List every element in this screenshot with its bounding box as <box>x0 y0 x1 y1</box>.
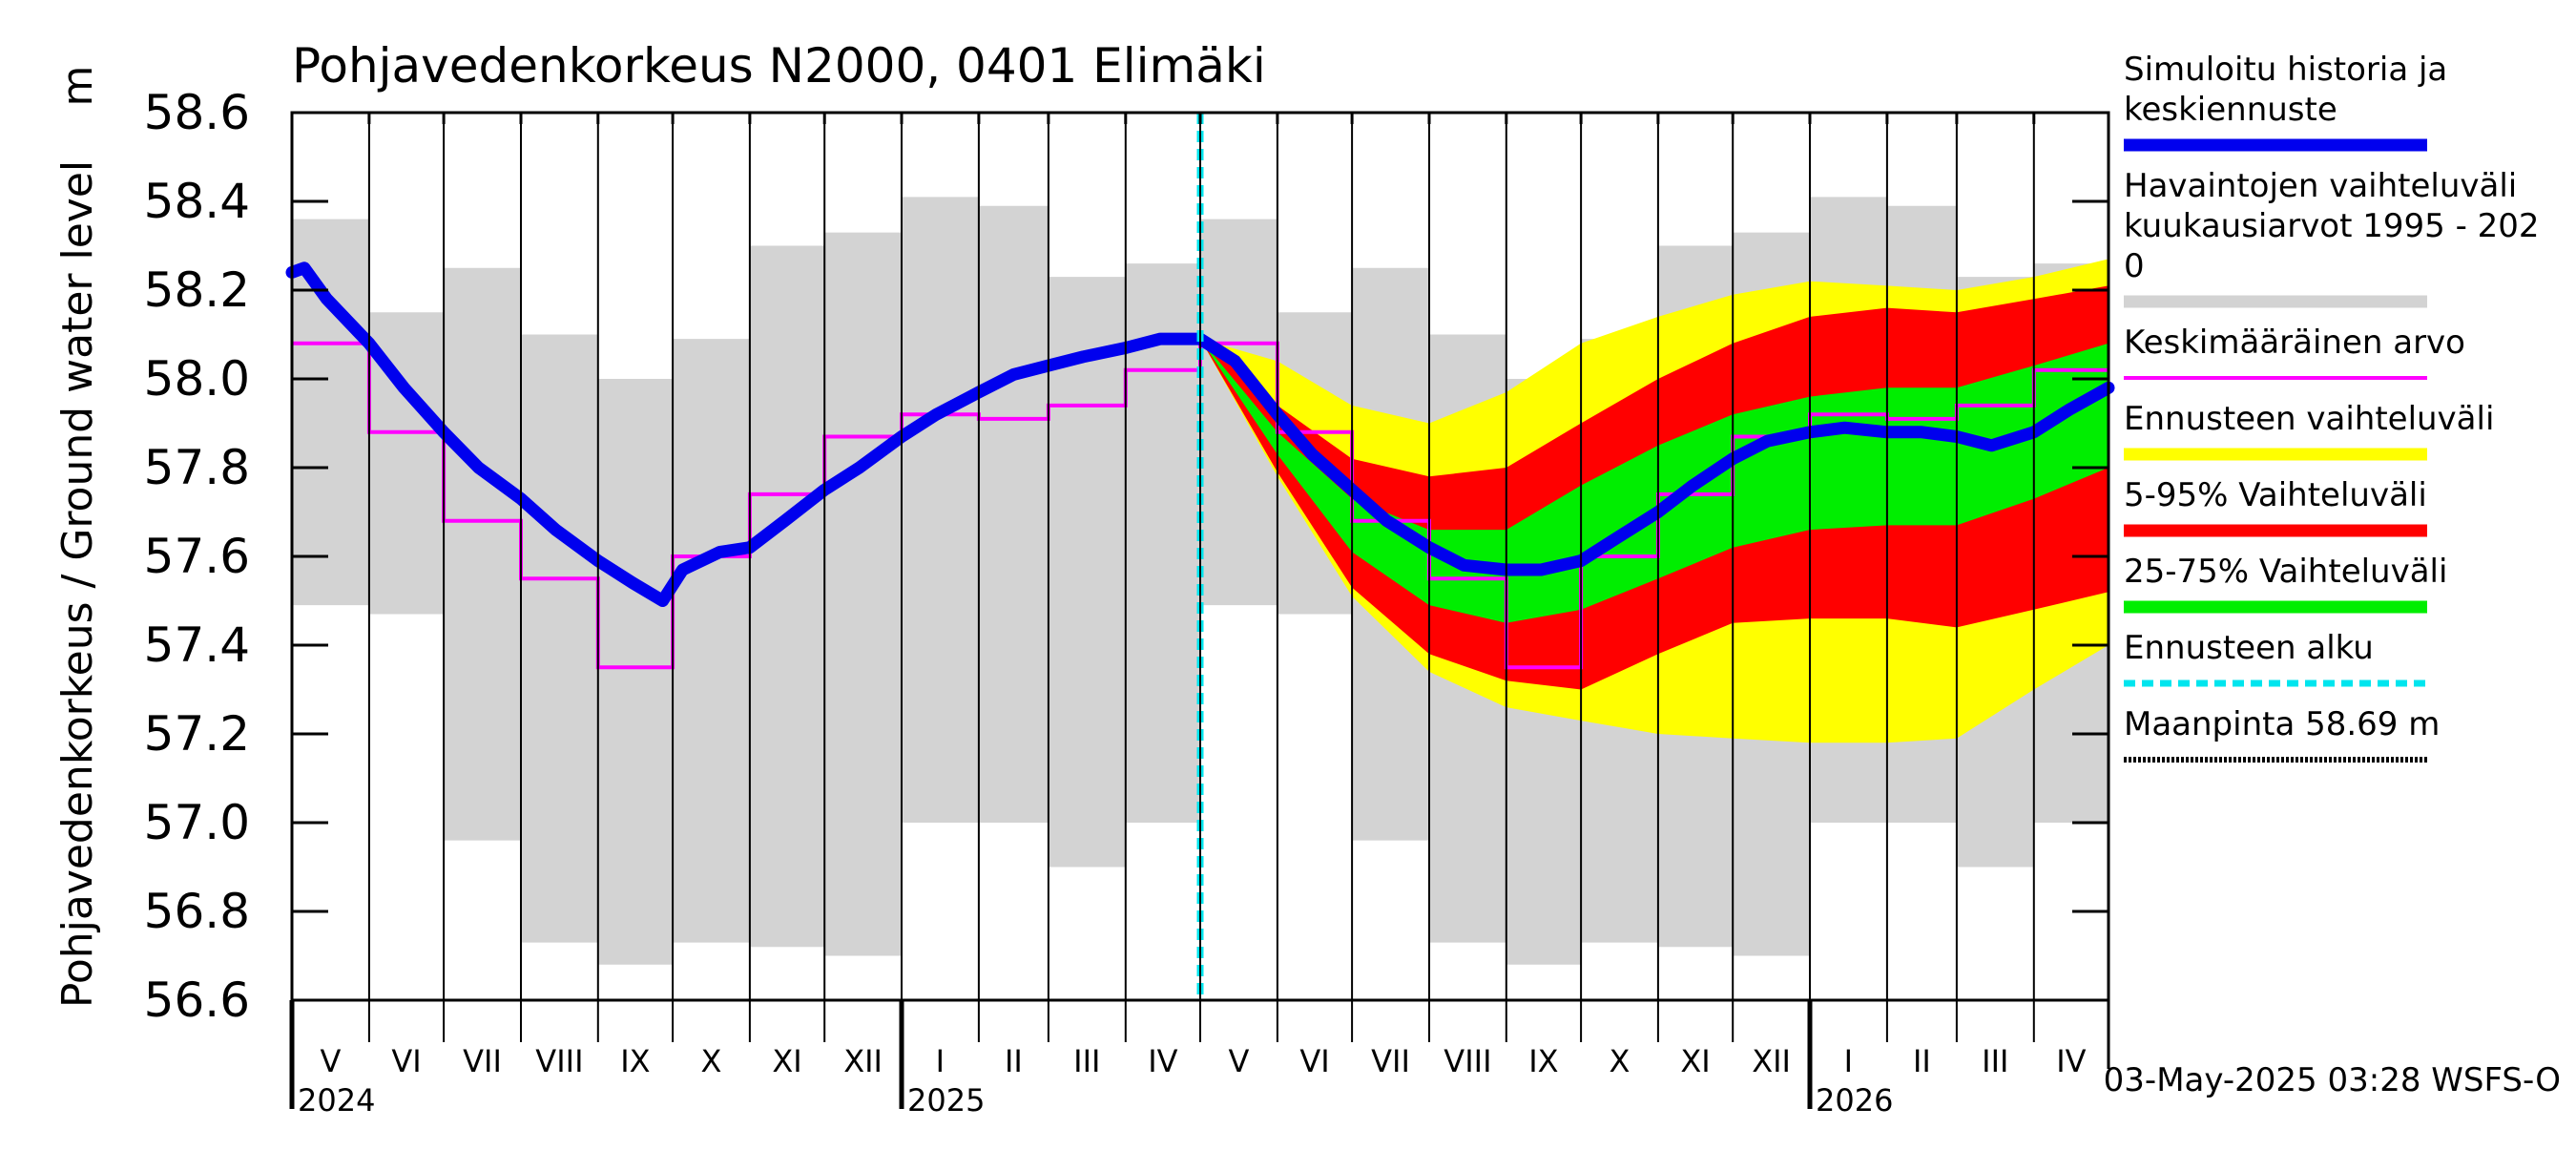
y-tick-label: 57.2 <box>144 706 250 762</box>
simulated-line <box>285 261 2115 607</box>
month-label: V <box>1228 1043 1249 1079</box>
month-label: III <box>1073 1043 1100 1079</box>
chart-title: Pohjavedenkorkeus N2000, 0401 Elimäki <box>292 38 1266 94</box>
year-label: 2026 <box>1816 1082 1893 1119</box>
month-label: IV <box>2056 1043 2086 1079</box>
month-label: VII <box>1371 1043 1410 1079</box>
month-label: I <box>936 1043 945 1079</box>
y-tick-label: 56.6 <box>144 972 250 1028</box>
y-tick-label: 58.0 <box>144 351 250 407</box>
month-label: II <box>1005 1043 1023 1079</box>
month-label: XI <box>772 1043 801 1079</box>
month-label: VI <box>1299 1043 1329 1079</box>
month-label: II <box>1913 1043 1931 1079</box>
y-tick-label: 57.4 <box>144 617 250 673</box>
month-label: X <box>1610 1043 1631 1079</box>
month-label: IX <box>1528 1043 1558 1079</box>
footer-timestamp: 03-May-2025 03:28 WSFS-O <box>2104 1061 2561 1099</box>
month-label: VIII <box>535 1043 583 1079</box>
simulated-series <box>285 261 2115 607</box>
month-label: IV <box>1148 1043 1177 1079</box>
legend-text-sim: keskiennuste <box>2124 91 2337 129</box>
y-tick-label: 56.8 <box>144 884 250 939</box>
year-label: 2024 <box>298 1082 375 1119</box>
y-tick-label: 58.6 <box>144 85 250 140</box>
forecast-bands <box>1200 259 2109 743</box>
legend-text-obs: 0 <box>2124 247 2145 285</box>
legend-text-fc: Ennusteen vaihteluväli <box>2124 400 2494 438</box>
month-label: VIII <box>1444 1043 1491 1079</box>
y-axis-label: Pohjavedenkorkeus / Ground water level <box>53 160 102 1008</box>
year-label: 2025 <box>907 1082 985 1119</box>
month-label: X <box>701 1043 722 1079</box>
legend-text-p595: 5-95% Vaihteluväli <box>2124 476 2427 514</box>
y-tick-label: 58.2 <box>144 262 250 318</box>
month-label: VII <box>463 1043 502 1079</box>
y-tick-label: 57.0 <box>144 795 250 850</box>
legend-text-start: Ennusteen alku <box>2124 629 2374 667</box>
month-label: IX <box>620 1043 650 1079</box>
legend-text-ground: Maanpinta 58.69 m <box>2124 705 2440 743</box>
y-tick-label: 58.4 <box>144 174 250 229</box>
legend-text-sim: Simuloitu historia ja <box>2124 51 2447 89</box>
y-tick-label: 57.6 <box>144 529 250 584</box>
month-label: XI <box>1680 1043 1710 1079</box>
legend-text-p2575: 25-75% Vaihteluväli <box>2124 553 2447 591</box>
month-label: XII <box>843 1043 883 1079</box>
month-label: VI <box>391 1043 421 1079</box>
legend-text-obs: kuukausiarvot 1995 - 202 <box>2124 207 2540 245</box>
axes: 56.6 56.8 57.0 57.2 57.4 57.6 57.8 58.0 58.2 58.4… <box>144 85 2110 1119</box>
legend-text-obs: Havaintojen vaihteluväli <box>2124 167 2517 205</box>
month-label: III <box>1982 1043 2008 1079</box>
month-label: I <box>1844 1043 1853 1079</box>
y-axis-unit: m <box>53 66 102 107</box>
y-tick-label: 57.8 <box>144 440 250 495</box>
month-label: V <box>320 1043 341 1079</box>
month-label: XII <box>1752 1043 1791 1079</box>
legend-text-mean: Keskimääräinen arvo <box>2124 324 2465 362</box>
